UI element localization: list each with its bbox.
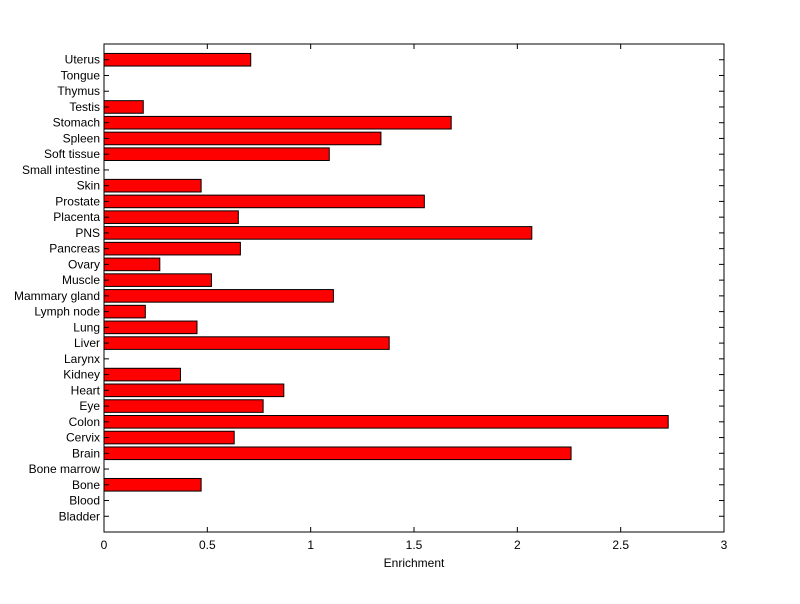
x-tick-label: 0.5: [199, 538, 216, 552]
bar-lymph-node: [103, 304, 146, 319]
bar-eye: [103, 399, 264, 413]
bar-skin: [103, 178, 202, 193]
bar-spleen: [103, 131, 382, 146]
bar-bone: [103, 477, 202, 492]
x-axis-label: Enrichment: [384, 556, 445, 570]
bar-ovary: [103, 257, 161, 272]
bar-muscle: [103, 273, 212, 287]
y-tick-label: Cervix: [66, 431, 100, 445]
y-tick-label: Muscle: [62, 273, 100, 287]
x-tick-label: 2.5: [612, 538, 629, 552]
y-tick-label: Prostate: [55, 194, 100, 208]
y-tick-label: Spleen: [63, 131, 100, 145]
bar-prostate: [103, 194, 425, 209]
y-tick-label: Thymus: [57, 84, 100, 98]
y-tick-label: Liver: [74, 336, 100, 350]
y-tick-label: Small intestine: [22, 163, 100, 177]
y-tick-label: Ovary: [68, 257, 100, 271]
y-tick-label: Larynx: [64, 352, 100, 366]
y-tick-label: Colon: [69, 415, 100, 429]
y-tick-label: Stomach: [53, 116, 100, 130]
y-tick-label: Mammary gland: [14, 289, 100, 303]
bar-pns: [103, 226, 533, 240]
bar-uterus: [103, 52, 252, 67]
bar-mammary-gland: [103, 289, 334, 303]
bar-stomach: [103, 115, 452, 130]
bar-brain: [103, 446, 572, 461]
y-tick-label: Testis: [69, 100, 100, 114]
bar-pancreas: [103, 241, 241, 256]
y-tick-label: Lung: [73, 320, 100, 334]
x-tick-label: 1: [307, 538, 314, 552]
bar-soft-tissue: [103, 147, 330, 161]
y-tick-label: Uterus: [65, 53, 100, 67]
bar-series: [103, 52, 669, 492]
x-tick-label: 3: [721, 538, 728, 552]
y-tick-label: Brain: [72, 446, 100, 460]
x-tick-label: 1.5: [406, 538, 423, 552]
y-tick-label: Kidney: [63, 368, 100, 382]
bar-testis: [103, 100, 144, 114]
y-tick-label: Pancreas: [49, 242, 100, 256]
y-tick-label: PNS: [75, 226, 100, 240]
bar-liver: [103, 336, 390, 350]
x-tick-label: 2: [514, 538, 521, 552]
y-tick-label: Skin: [77, 179, 100, 193]
bar-placenta: [103, 210, 239, 224]
y-tick-label: Placenta: [53, 210, 100, 224]
bar-kidney: [103, 367, 181, 382]
y-tick-label: Heart: [71, 383, 101, 397]
y-tick-label: Lymph node: [34, 305, 100, 319]
y-tick-label: Bone marrow: [29, 462, 101, 476]
bar-lung: [103, 320, 198, 335]
y-tick-label: Bone: [72, 478, 100, 492]
bar-heart: [103, 383, 285, 398]
y-tick-label: Eye: [79, 399, 100, 413]
y-tick-label: Bladder: [59, 509, 100, 523]
y-tick-label: Soft tissue: [44, 147, 100, 161]
bar-colon: [103, 415, 669, 429]
y-tick-label: Blood: [69, 494, 100, 508]
x-axis: 0 0.5 1 1.5 2 2.5 3: [101, 44, 728, 552]
bar-cervix: [103, 430, 235, 445]
y-tick-label: Tongue: [61, 68, 101, 82]
x-tick-label: 0: [101, 538, 108, 552]
